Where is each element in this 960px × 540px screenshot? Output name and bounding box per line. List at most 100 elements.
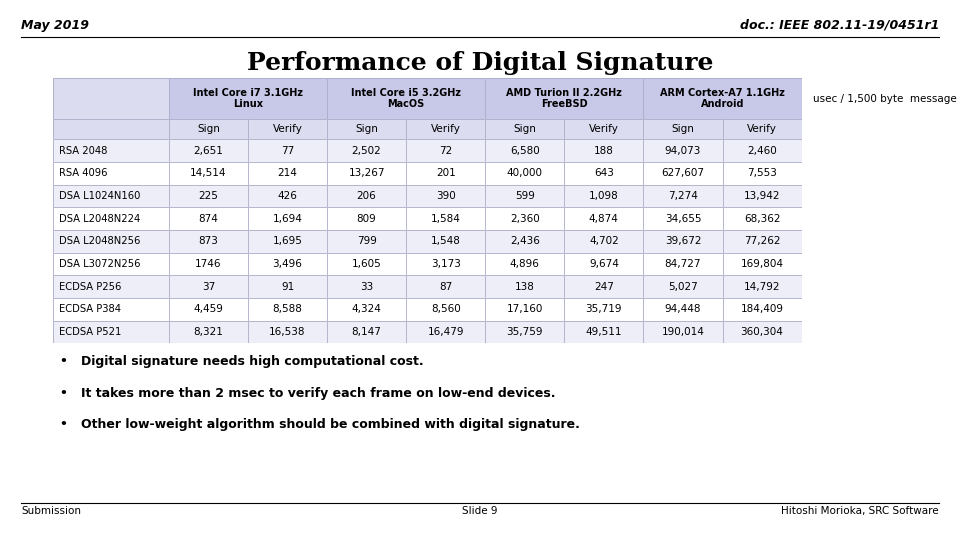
Text: 643: 643: [594, 168, 613, 178]
Text: 2,651: 2,651: [194, 146, 224, 156]
Text: Sign: Sign: [514, 124, 537, 134]
Text: ECDSA P521: ECDSA P521: [59, 327, 121, 337]
Text: 873: 873: [199, 237, 218, 246]
Text: 360,304: 360,304: [740, 327, 783, 337]
Text: 68,362: 68,362: [744, 214, 780, 224]
Text: 94,073: 94,073: [664, 146, 701, 156]
Text: 2,502: 2,502: [351, 146, 381, 156]
Text: 169,804: 169,804: [740, 259, 783, 269]
Text: Sign: Sign: [197, 124, 220, 134]
Text: 2,436: 2,436: [510, 237, 540, 246]
Text: 8,321: 8,321: [194, 327, 224, 337]
Text: 35,759: 35,759: [507, 327, 543, 337]
Text: 8,560: 8,560: [431, 305, 461, 314]
Text: 7,274: 7,274: [668, 191, 698, 201]
Text: Intel Core i5 3.2GHz
MacOS: Intel Core i5 3.2GHz MacOS: [351, 87, 461, 109]
Text: 184,409: 184,409: [740, 305, 783, 314]
Text: Verify: Verify: [588, 124, 619, 134]
Text: 84,727: 84,727: [664, 259, 701, 269]
Text: •   Digital signature needs high computational cost.: • Digital signature needs high computati…: [60, 355, 423, 368]
Text: 34,655: 34,655: [664, 214, 701, 224]
Text: 91: 91: [281, 282, 294, 292]
Text: 13,942: 13,942: [744, 191, 780, 201]
Text: 809: 809: [357, 214, 376, 224]
Text: 1,098: 1,098: [589, 191, 619, 201]
Text: 77,262: 77,262: [744, 237, 780, 246]
Text: 1,584: 1,584: [431, 214, 461, 224]
Text: RSA 4096: RSA 4096: [59, 168, 108, 178]
Text: 87: 87: [439, 282, 452, 292]
Text: 188: 188: [594, 146, 613, 156]
Text: 627,607: 627,607: [661, 168, 705, 178]
Text: 13,267: 13,267: [348, 168, 385, 178]
Text: 94,448: 94,448: [664, 305, 701, 314]
Text: 16,538: 16,538: [269, 327, 305, 337]
Text: 2,360: 2,360: [510, 214, 540, 224]
Text: 599: 599: [515, 191, 535, 201]
Text: Hitoshi Morioka, SRC Software: Hitoshi Morioka, SRC Software: [781, 506, 939, 516]
Text: 8,147: 8,147: [351, 327, 381, 337]
Text: usec / 1,500 byte  message: usec / 1,500 byte message: [813, 93, 957, 104]
Text: 16,479: 16,479: [427, 327, 464, 337]
Text: 799: 799: [357, 237, 376, 246]
Text: 214: 214: [277, 168, 298, 178]
Text: 14,792: 14,792: [744, 282, 780, 292]
Text: 6,580: 6,580: [510, 146, 540, 156]
Text: 225: 225: [199, 191, 218, 201]
Text: 8,588: 8,588: [273, 305, 302, 314]
Text: 201: 201: [436, 168, 456, 178]
Text: 390: 390: [436, 191, 456, 201]
Text: 7,553: 7,553: [747, 168, 777, 178]
Text: 72: 72: [439, 146, 452, 156]
Text: Slide 9: Slide 9: [463, 506, 497, 516]
Text: 1,695: 1,695: [273, 237, 302, 246]
Text: 35,719: 35,719: [586, 305, 622, 314]
Text: 4,459: 4,459: [194, 305, 224, 314]
Text: Verify: Verify: [273, 124, 302, 134]
Text: 874: 874: [199, 214, 218, 224]
Text: 138: 138: [515, 282, 535, 292]
Text: 247: 247: [594, 282, 613, 292]
Text: 2,460: 2,460: [747, 146, 777, 156]
Text: Sign: Sign: [355, 124, 378, 134]
Text: 4,702: 4,702: [589, 237, 619, 246]
Text: 33: 33: [360, 282, 373, 292]
Text: 14,514: 14,514: [190, 168, 227, 178]
Text: 17,160: 17,160: [507, 305, 543, 314]
Text: ECDSA P256: ECDSA P256: [59, 282, 121, 292]
Text: Verify: Verify: [747, 124, 777, 134]
Text: 4,874: 4,874: [588, 214, 619, 224]
Text: 40,000: 40,000: [507, 168, 542, 178]
Text: 49,511: 49,511: [586, 327, 622, 337]
Text: DSA L2048N224: DSA L2048N224: [59, 214, 140, 224]
Text: 3,496: 3,496: [273, 259, 302, 269]
Text: ECDSA P384: ECDSA P384: [59, 305, 121, 314]
Text: RSA 2048: RSA 2048: [59, 146, 107, 156]
Text: Performance of Digital Signature: Performance of Digital Signature: [247, 51, 713, 75]
Text: doc.: IEEE 802.11-19/0451r1: doc.: IEEE 802.11-19/0451r1: [739, 19, 939, 32]
Text: •   Other low-weight algorithm should be combined with digital signature.: • Other low-weight algorithm should be c…: [60, 418, 580, 431]
Text: 39,672: 39,672: [664, 237, 701, 246]
Text: •   It takes more than 2 msec to verify each frame on low-end devices.: • It takes more than 2 msec to verify ea…: [60, 387, 555, 400]
Text: 1,694: 1,694: [273, 214, 302, 224]
Text: 1,548: 1,548: [431, 237, 461, 246]
Text: May 2019: May 2019: [21, 19, 89, 32]
Text: 9,674: 9,674: [588, 259, 619, 269]
Text: DSA L3072N256: DSA L3072N256: [59, 259, 140, 269]
Text: 5,027: 5,027: [668, 282, 698, 292]
Text: 4,324: 4,324: [351, 305, 381, 314]
Text: ARM Cortex-A7 1.1GHz
Android: ARM Cortex-A7 1.1GHz Android: [660, 87, 785, 109]
Text: 37: 37: [202, 282, 215, 292]
Text: 206: 206: [357, 191, 376, 201]
Text: 1746: 1746: [195, 259, 222, 269]
Text: 3,173: 3,173: [431, 259, 461, 269]
Text: 190,014: 190,014: [661, 327, 705, 337]
Text: Intel Core i7 3.1GHz
Linux: Intel Core i7 3.1GHz Linux: [193, 87, 303, 109]
Text: 77: 77: [281, 146, 294, 156]
Text: Sign: Sign: [672, 124, 694, 134]
Text: 4,896: 4,896: [510, 259, 540, 269]
Text: 426: 426: [277, 191, 298, 201]
Text: AMD Turion II 2.2GHz
FreeBSD: AMD Turion II 2.2GHz FreeBSD: [506, 87, 622, 109]
Text: 1,605: 1,605: [351, 259, 381, 269]
Text: Verify: Verify: [431, 124, 461, 134]
